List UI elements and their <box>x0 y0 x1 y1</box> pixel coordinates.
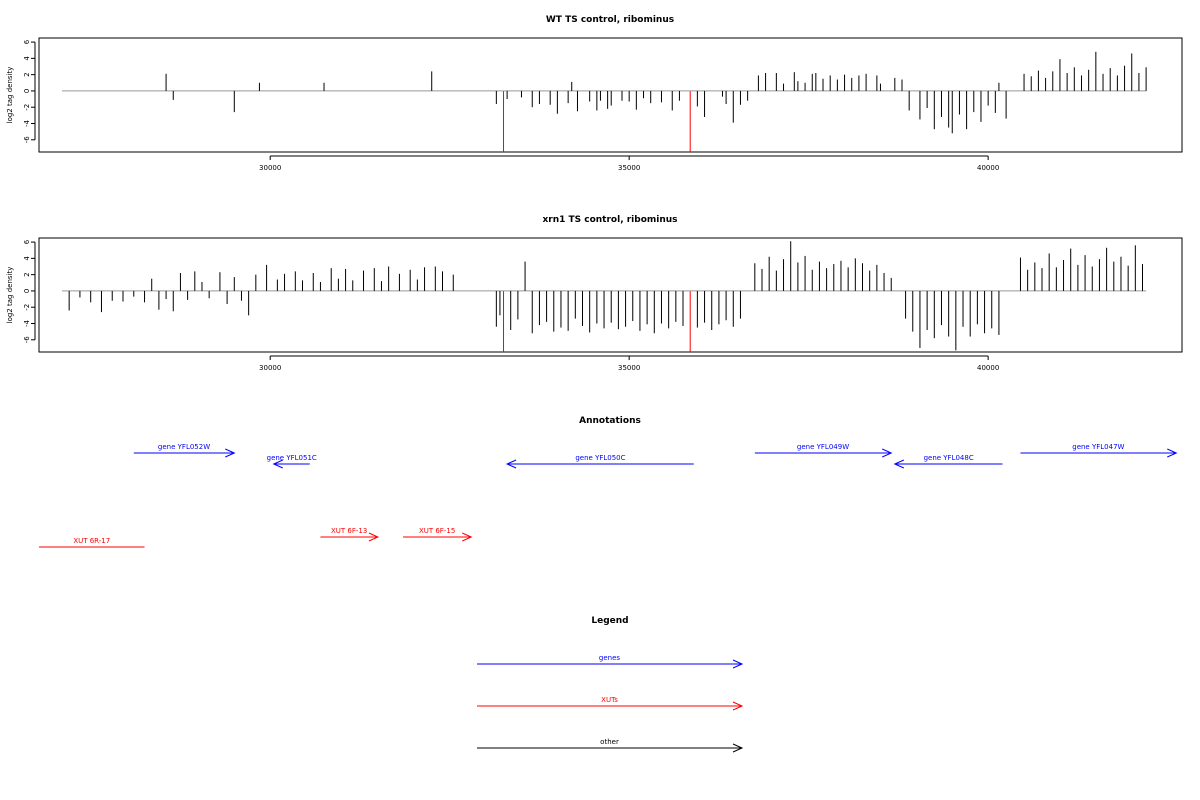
arrow-head-icon <box>368 532 380 542</box>
xut-annotation-label: XUT 6R-17 <box>73 537 110 545</box>
xrn1-track-panel: xrn1 TS control, ribominus -6 -4 -2 0 2 4 6 log2… <box>6 215 1183 372</box>
legend-item-label: genes <box>599 654 620 662</box>
y-tick-label: 0 <box>23 289 31 293</box>
y-tick-label: 0 <box>23 89 31 93</box>
arrow-head-icon <box>505 459 517 469</box>
annotations-title: Annotations <box>579 416 641 426</box>
gene-annotation-label: gene YFL048C <box>924 454 974 462</box>
arrow-head-icon <box>893 459 905 469</box>
x-tick-label: 30000 <box>259 164 281 172</box>
legend-item: XUTs <box>477 696 744 711</box>
legend-item-label: XUTs <box>601 696 618 704</box>
xut-annotation: XUT 6F-15 <box>403 527 473 542</box>
y-tick-label: 4 <box>23 56 31 61</box>
gene-annotation: gene YFL049W <box>754 443 893 458</box>
y-tick-label: 4 <box>23 256 31 261</box>
arrow-head-icon <box>732 659 744 669</box>
arrow-head-icon <box>272 459 283 469</box>
y-tick-label: -6 <box>23 136 31 144</box>
gene-annotation-label: gene YFL047W <box>1072 443 1124 451</box>
y-axis-label: log2 tag density <box>6 267 14 324</box>
gene-annotation-label: gene YFL050C <box>575 454 625 462</box>
y-tick-label: 2 <box>23 272 31 276</box>
y-tick-label: 2 <box>23 72 31 76</box>
legend-item: genes <box>477 654 744 669</box>
y-tick-label: -4 <box>23 319 31 327</box>
legend-panel: Legend genes XUTs other <box>477 616 744 753</box>
gene-annotation-label: gene YFL051C <box>267 454 317 462</box>
wt-track-panel: WT TS control, ribominus -6 -4 -2 0 2 4 6 log2 t… <box>6 15 1183 172</box>
legend-title: Legend <box>591 616 628 626</box>
gene-annotation-label: gene YFL049W <box>797 443 849 451</box>
legend-item: other <box>477 738 744 753</box>
xut-annotation: XUT 6R-17 <box>39 537 145 548</box>
x-tick-label: 40000 <box>977 364 999 372</box>
x-tick-label: 35000 <box>618 164 640 172</box>
plot-frame <box>38 237 1183 353</box>
gene-annotation: gene YFL050C <box>505 454 694 469</box>
gene-annotation: gene YFL051C <box>267 454 317 469</box>
plot-frame <box>38 37 1183 153</box>
xut-annotation: XUT 6F-13 <box>320 527 380 542</box>
chart-title: xrn1 TS control, ribominus <box>542 215 677 225</box>
arrow-head-icon <box>732 743 744 753</box>
y-axis-label: log2 tag density <box>6 67 14 124</box>
y-tick-label: 6 <box>23 239 31 244</box>
y-tick-label: -2 <box>23 104 31 111</box>
gene-annotation: gene YFL052W <box>133 443 236 458</box>
x-tick-label: 35000 <box>618 364 640 372</box>
gene-annotation-label: gene YFL052W <box>158 443 210 451</box>
arrow-head-icon <box>462 532 473 542</box>
arrow-head-icon <box>225 448 236 458</box>
y-tick-label: 6 <box>23 39 31 44</box>
x-tick-label: 40000 <box>977 164 999 172</box>
arrow-head-icon <box>732 701 744 711</box>
y-tick-label: -6 <box>23 336 31 344</box>
arrow-head-icon <box>1167 448 1178 458</box>
xut-annotation-label: XUT 6F-15 <box>419 527 455 535</box>
gene-annotation: gene YFL048C <box>893 454 1003 469</box>
chart-title: WT TS control, ribominus <box>546 15 674 25</box>
legend-item-label: other <box>600 738 619 746</box>
xut-annotation-label: XUT 6F-13 <box>331 527 367 535</box>
arrow-head-icon <box>882 448 893 458</box>
y-tick-label: -4 <box>23 119 31 127</box>
y-tick-label: -2 <box>23 304 31 311</box>
gene-annotation: gene YFL047W <box>1020 443 1178 458</box>
annotations-panel: Annotations gene YFL052W gene YFL051C gene … <box>39 416 1178 548</box>
x-tick-label: 30000 <box>259 364 281 372</box>
